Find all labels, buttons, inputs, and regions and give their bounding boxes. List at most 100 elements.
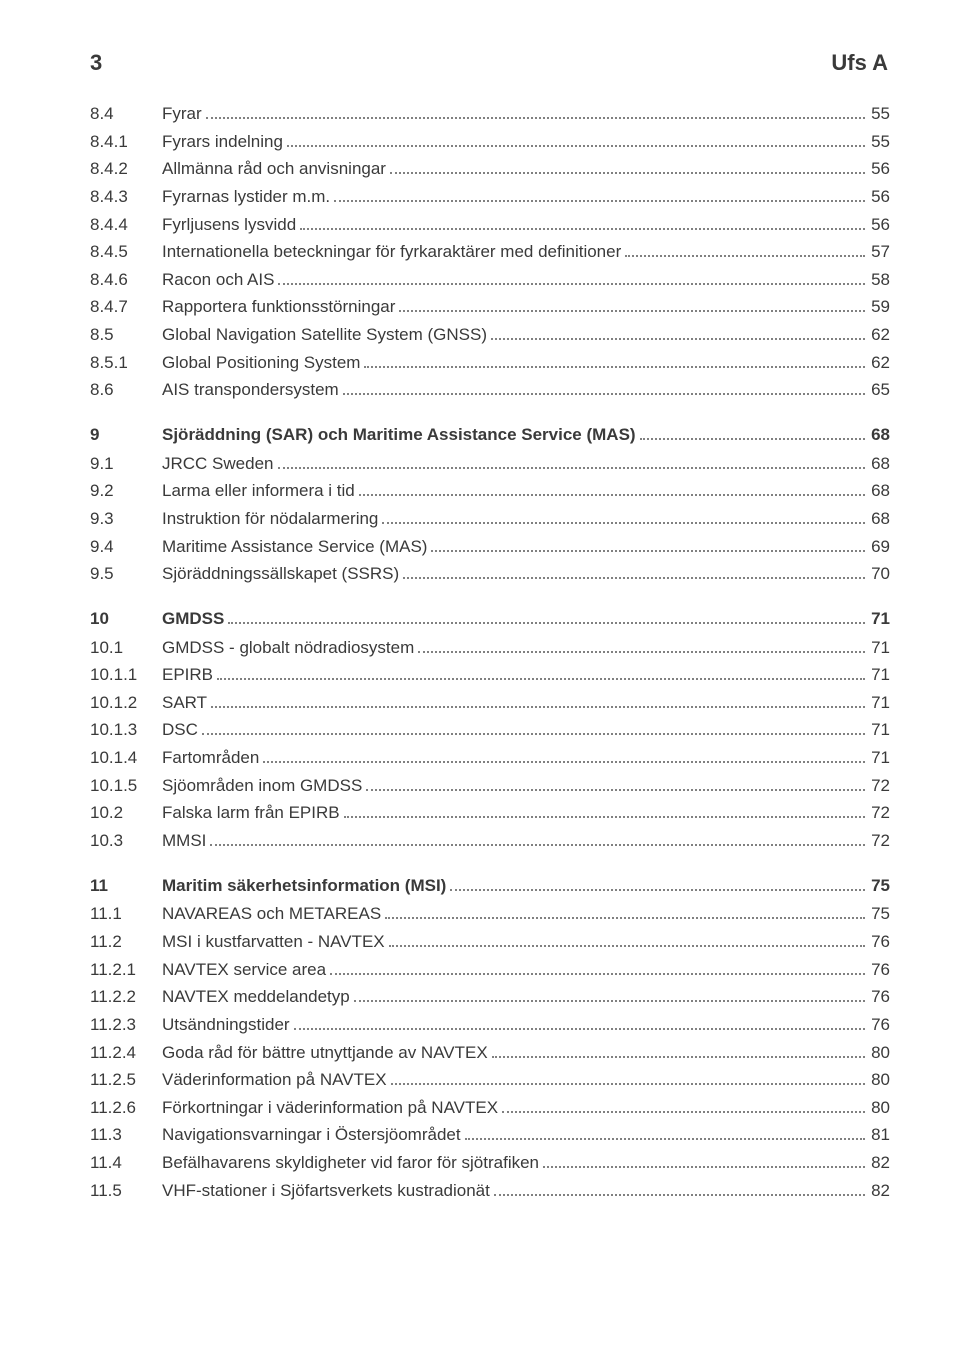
toc-entry: 11.5VHF-stationer i Sjöfartsverkets kust…	[90, 1179, 890, 1204]
toc-leader-dots	[403, 566, 865, 579]
toc-number: 8.4.3	[90, 185, 162, 210]
toc-title: JRCC Sweden	[162, 452, 274, 477]
toc-page: 70	[869, 562, 890, 587]
toc-entry: 8.4.2Allmänna råd och anvisningar56	[90, 157, 890, 182]
page-number: 3	[90, 50, 102, 76]
toc-page: 80	[869, 1041, 890, 1066]
toc-page: 68	[869, 479, 890, 504]
toc-page: 76	[869, 930, 890, 955]
toc-title: Utsändningstider	[162, 1013, 290, 1038]
toc-leader-dots	[389, 934, 865, 947]
toc-entry: 10.1.1EPIRB71	[90, 663, 890, 688]
toc-number: 10	[90, 607, 162, 632]
toc-page: 68	[869, 452, 890, 477]
toc-entry: 8.5.1Global Positioning System62	[90, 351, 890, 376]
toc-title: Fyrarnas lystider m.m.	[162, 185, 330, 210]
toc-leader-dots	[494, 1183, 865, 1196]
toc-entry: 10.1.5Sjöområden inom GMDSS72	[90, 774, 890, 799]
toc-number: 9	[90, 423, 162, 448]
toc-number: 8.6	[90, 378, 162, 403]
toc-title: Larma eller informera i tid	[162, 479, 355, 504]
toc-number: 11.2.6	[90, 1096, 162, 1121]
toc-number: 8.4.5	[90, 240, 162, 265]
toc-number: 8.4.7	[90, 295, 162, 320]
toc-entry: 9.3Instruktion för nödalarmering68	[90, 507, 890, 532]
toc-title: Goda råd för bättre utnyttjande av NAVTE…	[162, 1041, 488, 1066]
toc-page: 76	[869, 1013, 890, 1038]
toc-leader-dots	[354, 989, 865, 1002]
toc-title: Falska larm från EPIRB	[162, 801, 340, 826]
toc-leader-dots	[359, 483, 865, 496]
toc-number: 9.3	[90, 507, 162, 532]
toc-title: Fyrar	[162, 102, 202, 127]
toc-leader-dots	[211, 695, 865, 708]
toc-leader-dots	[640, 427, 865, 440]
toc-page: 76	[869, 958, 890, 983]
toc-title: EPIRB	[162, 663, 213, 688]
toc-entry: 11.2.5Väderinformation på NAVTEX80	[90, 1068, 890, 1093]
toc-title: Internationella beteckningar för fyrkara…	[162, 240, 621, 265]
toc-page: 75	[869, 902, 890, 927]
toc-title: GMDSS - globalt nödradiosystem	[162, 636, 414, 661]
toc-leader-dots	[228, 611, 865, 624]
toc-number: 10.1	[90, 636, 162, 661]
toc-entry: 11.1NAVAREAS och METAREAS75	[90, 902, 890, 927]
toc-leader-dots	[334, 189, 865, 202]
toc-number: 10.1.2	[90, 691, 162, 716]
toc-number: 8.4.4	[90, 213, 162, 238]
toc-entry: 11.2MSI i kustfarvatten - NAVTEX76	[90, 930, 890, 955]
toc-entry: 8.4.5Internationella beteckningar för fy…	[90, 240, 890, 265]
toc-number: 8.4.2	[90, 157, 162, 182]
toc-page: 55	[869, 130, 890, 155]
toc-number: 11.2.1	[90, 958, 162, 983]
toc-number: 11.2.3	[90, 1013, 162, 1038]
toc-title: MSI i kustfarvatten - NAVTEX	[162, 930, 385, 955]
toc-number: 9.2	[90, 479, 162, 504]
toc-number: 8.5.1	[90, 351, 162, 376]
toc-entry: 11.2.3Utsändningstider 76	[90, 1013, 890, 1038]
toc-entry: 10.3MMSI72	[90, 829, 890, 854]
toc-leader-dots	[364, 355, 865, 368]
toc-number: 9.4	[90, 535, 162, 560]
toc-title: Maritime Assistance Service (MAS)	[162, 535, 427, 560]
toc-number: 11.3	[90, 1123, 162, 1148]
toc-number: 11.4	[90, 1151, 162, 1176]
toc-leader-dots	[300, 217, 865, 230]
toc-leader-dots	[625, 244, 865, 257]
toc-title: AIS transpondersystem	[162, 378, 339, 403]
toc-page: 69	[869, 535, 890, 560]
toc-page: 68	[869, 507, 890, 532]
toc-number: 8.5	[90, 323, 162, 348]
toc-entry: 10GMDSS71	[90, 607, 890, 632]
toc-entry: 8.4.4Fyrljusens lysvidd56	[90, 213, 890, 238]
toc-entry: 8.4Fyrar55	[90, 102, 890, 127]
toc-entry: 11Maritim säkerhetsinformation (MSI)75	[90, 874, 890, 899]
toc-page: 56	[869, 185, 890, 210]
toc-title: Befälhavarens skyldigheter vid faror för…	[162, 1151, 539, 1176]
toc-page: 80	[869, 1068, 890, 1093]
toc-entry: 11.2.6Förkortningar i väderinformation p…	[90, 1096, 890, 1121]
toc-entry: 9Sjöräddning (SAR) och Maritime Assistan…	[90, 423, 890, 448]
toc-page: 68	[869, 423, 890, 448]
toc-number: 10.1.1	[90, 663, 162, 688]
toc-entry: 10.2Falska larm från EPIRB72	[90, 801, 890, 826]
toc-entry: 10.1GMDSS - globalt nödradiosystem 71	[90, 636, 890, 661]
toc-title: GMDSS	[162, 607, 224, 632]
toc-leader-dots	[366, 778, 865, 791]
toc-entry: 11.4Befälhavarens skyldigheter vid faror…	[90, 1151, 890, 1176]
toc-number: 11	[90, 874, 162, 899]
toc-page: 82	[869, 1151, 890, 1176]
toc-title: Sjöräddningssällskapet (SSRS)	[162, 562, 399, 587]
toc-entry: 8.4.7Rapportera funktionsstörningar59	[90, 295, 890, 320]
toc-page: 71	[869, 636, 890, 661]
toc-title: Sjöräddning (SAR) och Maritime Assistanc…	[162, 423, 636, 448]
toc-title: Rapportera funktionsstörningar	[162, 295, 395, 320]
toc-page: 76	[869, 985, 890, 1010]
toc-leader-dots	[343, 382, 865, 395]
toc-page: 80	[869, 1096, 890, 1121]
toc-leader-dots	[330, 962, 865, 975]
toc-title: DSC	[162, 718, 198, 743]
toc-leader-dots	[385, 906, 865, 919]
toc-page: 58	[869, 268, 890, 293]
toc-title: Sjöområden inom GMDSS	[162, 774, 362, 799]
